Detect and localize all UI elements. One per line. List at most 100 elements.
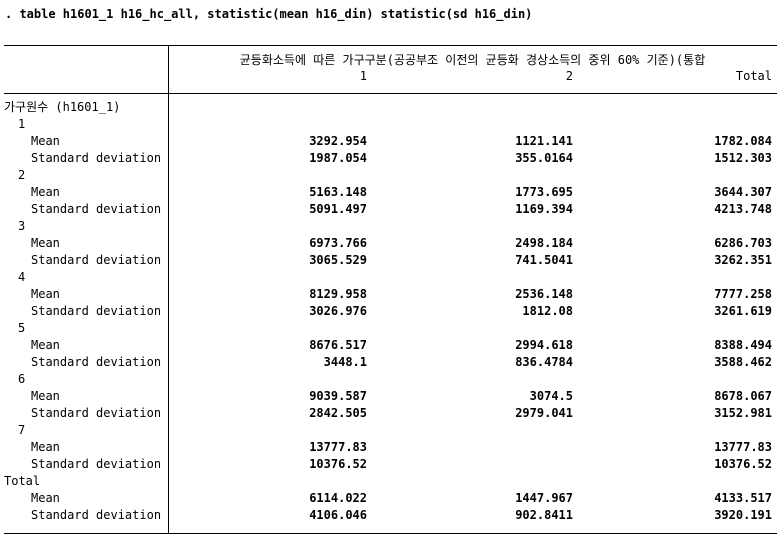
cell-value-col2: 2994.618	[515, 338, 573, 352]
cell-value-total: 10376.52	[714, 457, 772, 471]
cell-value-col2: 741.5041	[515, 253, 573, 267]
table-row: 5	[4, 320, 777, 337]
table-row: Standard deviation 10376.52 10376.52	[4, 456, 777, 473]
cell-value-total: 3588.462	[714, 355, 772, 369]
table-row: Total	[4, 473, 777, 490]
row-label: Mean	[31, 338, 60, 352]
row-label: Mean	[31, 134, 60, 148]
cell-value-total: 3262.351	[714, 253, 772, 267]
cell-value-col2: 1773.695	[515, 185, 573, 199]
cell-value-col1: 10376.52	[309, 457, 367, 471]
table-row: Standard deviation 3448.1 836.4784 3588.…	[4, 354, 777, 371]
row-label: Standard deviation	[31, 508, 162, 522]
table-row: Mean 8676.517 2994.618 8388.494	[4, 337, 777, 354]
table-header: 균등화소득에 따른 가구구분(공공부조 이전의 균등화 경상소득의 중위 60%…	[4, 46, 777, 94]
row-label: Standard deviation	[31, 406, 162, 420]
cell-value-col1	[168, 371, 372, 388]
row-label: Mean	[31, 491, 60, 505]
cell-value-col2: 836.4784	[515, 355, 573, 369]
cell-value-total: 3152.981	[714, 406, 772, 420]
table-row: Standard deviation 5091.497 1169.394 421…	[4, 201, 777, 218]
table-row: Mean 5163.148 1773.695 3644.307	[4, 184, 777, 201]
cell-value-total: 1512.303	[714, 151, 772, 165]
command-line: . table h1601_1 h16_hc_all, statistic(me…	[5, 7, 533, 21]
row-label: Mean	[31, 440, 60, 454]
cell-value-col1	[168, 116, 372, 133]
cell-value-col1	[168, 167, 372, 184]
table-row: Standard deviation 2842.505 2979.041 315…	[4, 405, 777, 422]
cell-value-col1: 3448.1	[323, 355, 367, 369]
column-header-total: Total	[735, 69, 772, 83]
row-label: 가구원수 (h1601_1)	[4, 100, 121, 114]
cell-value-total	[578, 422, 777, 439]
header-stub-spacer	[4, 68, 168, 85]
cell-value-col2	[372, 269, 578, 286]
cell-value-col2: 2536.148	[515, 287, 573, 301]
row-label: Mean	[31, 389, 60, 403]
cell-value-total: 1782.084	[714, 134, 772, 148]
cell-value-total	[578, 320, 777, 337]
row-label: Standard deviation	[31, 253, 162, 267]
cell-value-col1: 4106.046	[309, 508, 367, 522]
cell-value-col2	[372, 116, 578, 133]
row-label: Mean	[31, 236, 60, 250]
table-body: 가구원수 (h1601_1) 1 Mean 3292.954 1121.141 …	[4, 94, 777, 524]
row-label: 6	[18, 372, 26, 386]
row-label: Standard deviation	[31, 151, 162, 165]
row-label: Mean	[31, 287, 60, 301]
table-row: Mean 6114.022 1447.967 4133.517	[4, 490, 777, 507]
cell-value-col1: 5091.497	[309, 202, 367, 216]
cell-value-col1: 8129.958	[309, 287, 367, 301]
cell-value-col1: 8676.517	[309, 338, 367, 352]
cell-value-total: 6286.703	[714, 236, 772, 250]
cell-value-col1	[168, 269, 372, 286]
cell-value-col1: 3026.976	[309, 304, 367, 318]
header-stub-spacer	[4, 52, 168, 68]
cell-value-col2: 2979.041	[515, 406, 573, 420]
row-label: 5	[18, 321, 26, 335]
cell-value-total: 4133.517	[714, 491, 772, 505]
stub-divider-rule	[168, 46, 169, 533]
cell-value-total: 3920.191	[714, 508, 772, 522]
table-row: 6	[4, 371, 777, 388]
cell-value-col2	[372, 167, 578, 184]
cell-value-col1: 3065.529	[309, 253, 367, 267]
cell-value-total	[578, 99, 777, 116]
cell-value-col1: 5163.148	[309, 185, 367, 199]
cell-value-col2	[372, 320, 578, 337]
cell-value-col2: 1812.08	[522, 304, 573, 318]
cell-value-col2	[372, 99, 578, 116]
table-row: Mean 3292.954 1121.141 1782.084	[4, 133, 777, 150]
stata-table: 균등화소득에 따른 가구구분(공공부조 이전의 균등화 경상소득의 중위 60%…	[4, 45, 777, 534]
cell-value-total	[578, 218, 777, 235]
cell-value-col2	[372, 218, 578, 235]
cell-value-col1	[168, 473, 372, 490]
cell-value-total: 4213.748	[714, 202, 772, 216]
cell-value-col1: 1987.054	[309, 151, 367, 165]
spanner-row: 균등화소득에 따른 가구구분(공공부조 이전의 균등화 경상소득의 중위 60%…	[4, 52, 777, 68]
cell-value-total	[578, 167, 777, 184]
cell-value-total: 8678.067	[714, 389, 772, 403]
cell-value-col2	[372, 371, 578, 388]
cell-value-col1	[168, 218, 372, 235]
column-header-1: 1	[359, 69, 367, 83]
cell-value-col1	[168, 422, 372, 439]
cell-value-col1	[168, 99, 372, 116]
column-header-2: 2	[565, 69, 573, 83]
cell-value-total: 7777.258	[714, 287, 772, 301]
row-label: 4	[18, 270, 26, 284]
cell-value-total: 13777.83	[714, 440, 772, 454]
row-label: 2	[18, 168, 26, 182]
table-row: 3	[4, 218, 777, 235]
table-row: 2	[4, 167, 777, 184]
cell-value-total: 3261.619	[714, 304, 772, 318]
cell-value-col2	[372, 473, 578, 490]
row-label: 7	[18, 423, 26, 437]
table-row: 7	[4, 422, 777, 439]
cell-value-total: 3644.307	[714, 185, 772, 199]
cell-value-col2: 2498.184	[515, 236, 573, 250]
row-label: Standard deviation	[31, 202, 162, 216]
row-label: 3	[18, 219, 26, 233]
row-label: Total	[4, 474, 41, 488]
